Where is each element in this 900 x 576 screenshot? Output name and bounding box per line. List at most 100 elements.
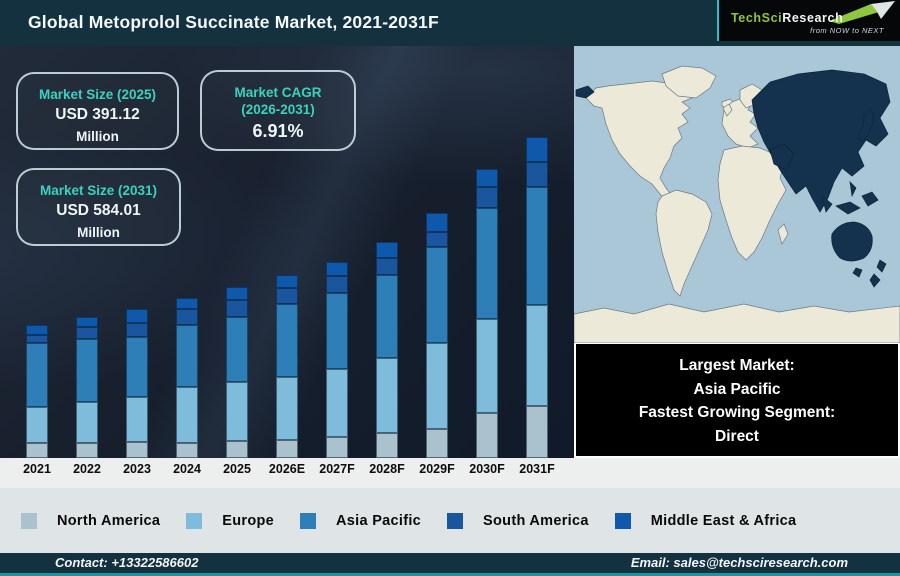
callout-2031-title: Market Size (2031) <box>39 183 158 198</box>
bar-segment-south-america <box>26 335 48 343</box>
bar-segment-middle-east-africa <box>76 317 98 327</box>
bar-2029f <box>426 213 448 458</box>
bar-segment-middle-east-africa <box>26 325 48 335</box>
axis-label-2022: 2022 <box>73 462 101 476</box>
bar-segment-asia-pacific <box>126 337 148 397</box>
logo-arrow-icon <box>829 1 895 24</box>
legend-item-north-america: North America <box>21 512 161 529</box>
logo-brand-techsci: TechSci <box>731 11 783 25</box>
callout-2025-title: Market Size (2025) <box>38 87 157 102</box>
bar-segment-middle-east-africa <box>476 169 498 187</box>
bar-segment-north-america <box>526 406 548 458</box>
bar-segment-north-america <box>76 443 98 458</box>
callout-cagr-title-line1: Market CAGR <box>234 85 322 100</box>
bar-2026e <box>276 275 298 458</box>
largest-market-value: Asia Pacific <box>693 380 781 398</box>
callout-cagr-title-line2: (2026-2031) <box>241 102 315 117</box>
axis-label-2024: 2024 <box>173 462 201 476</box>
bar-segment-south-america <box>476 187 498 208</box>
bar-segment-asia-pacific <box>326 293 348 369</box>
bar-segment-asia-pacific <box>376 275 398 358</box>
bar-segment-asia-pacific <box>526 187 548 305</box>
header-bar: Global Metoprolol Succinate Market, 2021… <box>0 0 900 46</box>
bar-segment-south-america <box>76 327 98 339</box>
bar-segment-europe <box>426 343 448 429</box>
bar-2024 <box>176 298 198 458</box>
bars-container <box>0 46 574 458</box>
bar-segment-south-america <box>326 276 348 293</box>
techsci-logo: TechSciResearch from NOW to NEXT <box>717 0 900 41</box>
logo-text: TechSciResearch <box>731 11 843 25</box>
logo-brand-research: Research <box>782 11 844 25</box>
axis-label-2029f: 2029F <box>419 462 455 476</box>
bar-2023 <box>126 309 148 458</box>
logo-tagline: from NOW to NEXT <box>810 26 884 35</box>
bar-segment-north-america <box>126 442 148 458</box>
axis-label-2028f: 2028F <box>369 462 405 476</box>
bar-segment-north-america <box>176 443 198 458</box>
axis-label-2023: 2023 <box>123 462 151 476</box>
axis-label-2031f: 2031F <box>519 462 555 476</box>
callout-2025-unit: Million <box>76 129 119 144</box>
bar-segment-north-america <box>376 433 398 458</box>
bar-segment-middle-east-africa <box>526 137 548 162</box>
bar-2031f <box>526 137 548 458</box>
bar-segment-europe <box>476 319 498 413</box>
axis-label-2027f: 2027F <box>319 462 355 476</box>
market-highlight-box: Largest Market: Asia Pacific Fastest Gro… <box>576 344 898 456</box>
bar-segment-europe <box>276 377 298 440</box>
bar-2030f <box>476 169 498 458</box>
bar-segment-asia-pacific <box>226 317 248 382</box>
bar-segment-south-america <box>376 258 398 275</box>
bar-2021 <box>26 325 48 458</box>
legend-label-south-america: South America <box>483 512 589 529</box>
bar-segment-north-america <box>26 443 48 458</box>
legend-label-asia-pacific: Asia Pacific <box>336 512 422 529</box>
world-map <box>573 46 900 344</box>
bar-segment-asia-pacific <box>426 247 448 343</box>
bar-segment-middle-east-africa <box>426 213 448 232</box>
callout-market-cagr: Market CAGR (2026-2031) 6.91% <box>200 70 356 151</box>
bar-2028f <box>376 242 398 458</box>
bar-segment-north-america <box>326 437 348 458</box>
footer-contact: Contact: +13322586602 <box>55 555 199 570</box>
legend-swatch-south-america <box>447 512 464 529</box>
legend-label-middle-east-africa: Middle East & Africa <box>650 512 797 529</box>
axis-label-2030f: 2030F <box>469 462 505 476</box>
legend-item-south-america: South America <box>447 512 589 529</box>
bar-segment-asia-pacific <box>276 304 298 377</box>
legend-label-north-america: North America <box>57 512 161 529</box>
bar-segment-south-america <box>526 162 548 187</box>
callout-market-size-2025: Market Size (2025) USD 391.12 Million <box>16 72 179 150</box>
bar-2027f <box>326 262 348 458</box>
bar-segment-middle-east-africa <box>276 275 298 288</box>
bar-segment-north-america <box>226 441 248 458</box>
bar-segment-europe <box>176 387 198 443</box>
bar-2025 <box>226 287 248 458</box>
bar-segment-north-america <box>476 413 498 458</box>
legend-item-europe: Europe <box>186 512 274 529</box>
bar-segment-middle-east-africa <box>176 298 198 309</box>
fastest-segment-label: Fastest Growing Segment: <box>638 404 836 421</box>
footer-accent-line <box>0 573 900 576</box>
legend-item-middle-east-africa: Middle East & Africa <box>614 512 797 529</box>
page-title: Global Metoprolol Succinate Market, 2021… <box>28 12 439 32</box>
chart-panel: Market Size (2025) USD 391.12 Million Ma… <box>0 46 574 458</box>
footer-bar: Contact: +13322586602 Email: sales@techs… <box>0 553 900 573</box>
bar-segment-europe <box>226 382 248 441</box>
bar-segment-europe <box>126 397 148 442</box>
bar-segment-south-america <box>126 323 148 337</box>
axis-label-2026e: 2026E <box>268 462 306 476</box>
right-panel: Largest Market: Asia Pacific Fastest Gro… <box>573 46 900 458</box>
bar-segment-asia-pacific <box>76 339 98 402</box>
bar-segment-europe <box>26 407 48 443</box>
bar-segment-europe <box>526 305 548 406</box>
bar-segment-south-america <box>176 309 198 325</box>
bar-segment-middle-east-africa <box>326 262 348 276</box>
callout-2031-unit: Million <box>77 225 120 240</box>
legend-item-asia-pacific: Asia Pacific <box>300 512 422 529</box>
bar-segment-europe <box>376 358 398 433</box>
bar-segment-south-america <box>276 288 298 304</box>
bar-segment-europe <box>326 369 348 437</box>
